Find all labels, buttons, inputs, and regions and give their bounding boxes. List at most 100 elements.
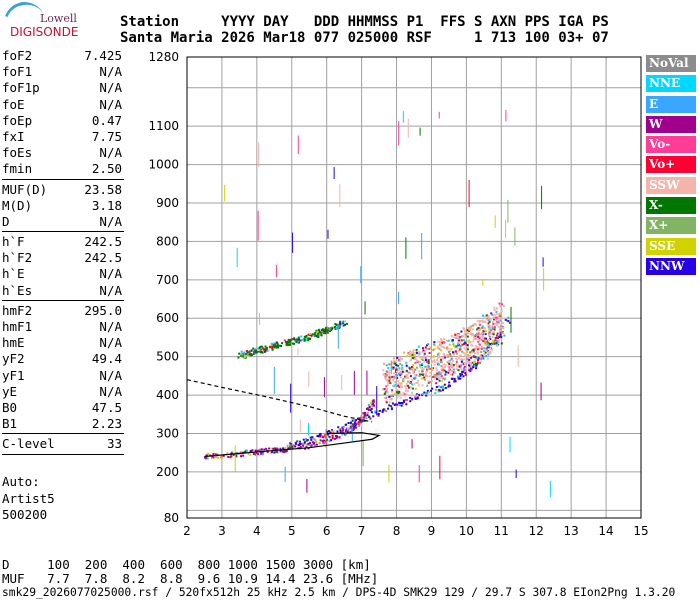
param-name: D: [2, 213, 10, 229]
echo-point: [476, 351, 479, 354]
echo-point: [247, 453, 250, 456]
echo-point: [401, 357, 404, 360]
param-value: 295.0: [84, 302, 122, 318]
echo-point: [264, 345, 267, 348]
param-row: h`E N/A: [2, 266, 124, 282]
echo-point: [344, 430, 347, 433]
echo-point: [488, 328, 491, 331]
echo-point: [478, 327, 481, 330]
echo-point: [425, 394, 428, 397]
echo-point: [270, 451, 273, 454]
echo-point: [434, 377, 437, 380]
echo-point: [303, 335, 306, 338]
param-row: fxI 7.75: [2, 129, 124, 145]
param-value: N/A: [99, 96, 122, 112]
echo-point: [449, 359, 452, 362]
echo-point: [373, 400, 376, 403]
echo-point: [342, 429, 345, 432]
echo-point: [491, 333, 494, 336]
echo-point: [456, 352, 459, 355]
param-value: N/A: [99, 335, 122, 351]
echo-point: [459, 373, 462, 376]
echo-point: [410, 366, 413, 369]
echo-point: [339, 323, 342, 326]
echo-point: [493, 328, 496, 331]
echo-point: [447, 385, 450, 388]
echo-point: [335, 436, 338, 439]
echo-point: [487, 326, 490, 329]
echo-point: [403, 351, 406, 354]
echo-point: [440, 343, 443, 346]
echo-point: [345, 423, 348, 426]
echo-point: [360, 417, 363, 420]
echo-point: [427, 362, 430, 365]
echo-point: [439, 341, 442, 344]
noise-streak: [297, 348, 299, 356]
param-row: foF2 7.425: [2, 48, 124, 64]
echo-point: [438, 379, 441, 382]
echo-point: [447, 371, 450, 374]
echo-point: [385, 400, 388, 403]
param-row: C-level 33: [2, 436, 124, 452]
echo-point: [369, 417, 372, 420]
echo-point: [412, 349, 415, 352]
param-name: hmF2: [2, 302, 33, 318]
echo-point: [468, 364, 471, 367]
noise-streak: [275, 264, 277, 278]
echo-point: [456, 343, 459, 346]
echo-point: [435, 375, 438, 378]
echo-point: [242, 454, 245, 457]
echo-point: [464, 344, 467, 347]
noise-streak: [257, 210, 259, 241]
noise-streak: [541, 185, 543, 210]
echo-point: [421, 377, 424, 380]
echo-point: [455, 360, 458, 363]
param-name: M(D): [2, 197, 33, 213]
echo-point: [417, 370, 420, 373]
echo-point: [260, 448, 263, 451]
echo-point: [487, 319, 490, 322]
echo-point: [464, 354, 467, 357]
echo-point: [396, 370, 399, 373]
echo-point: [248, 353, 251, 356]
echo-point: [500, 342, 503, 345]
echo-point: [393, 403, 396, 406]
echo-point: [444, 355, 447, 358]
param-value: 7.425: [84, 48, 122, 63]
echo-point: [318, 331, 321, 334]
echo-point: [442, 377, 445, 380]
echo-point: [334, 435, 337, 438]
echo-point: [405, 382, 408, 385]
echo-point: [404, 375, 407, 378]
param-name: hmF1: [2, 319, 33, 334]
echo-point: [341, 431, 344, 434]
echo-point: [423, 354, 426, 357]
echo-point: [331, 434, 334, 437]
echo-point: [452, 371, 455, 374]
echo-point: [331, 430, 334, 433]
echo-point: [494, 339, 497, 342]
echo-point: [489, 347, 492, 350]
noise-streak: [290, 383, 292, 413]
echo-point: [296, 440, 299, 443]
echo-point: [436, 346, 439, 349]
echo-cluster: [237, 320, 349, 359]
echo-point: [377, 414, 380, 417]
auto-artist: Artist5: [2, 490, 55, 506]
echo-point: [388, 369, 391, 372]
param-value: 3.18: [91, 197, 122, 213]
echo-point: [270, 452, 273, 455]
echo-point: [465, 350, 468, 353]
echo-point: [399, 402, 402, 405]
echo-point: [346, 427, 349, 430]
echo-point: [436, 353, 439, 356]
echo-point: [395, 363, 398, 366]
echo-point: [460, 345, 463, 348]
echo-point: [412, 363, 415, 366]
echo-point: [409, 367, 412, 370]
echo-point: [307, 333, 310, 336]
echo-point: [394, 392, 397, 395]
echo-point: [482, 320, 485, 323]
legend-item-x: X+: [646, 217, 696, 235]
echo-point: [411, 391, 414, 394]
